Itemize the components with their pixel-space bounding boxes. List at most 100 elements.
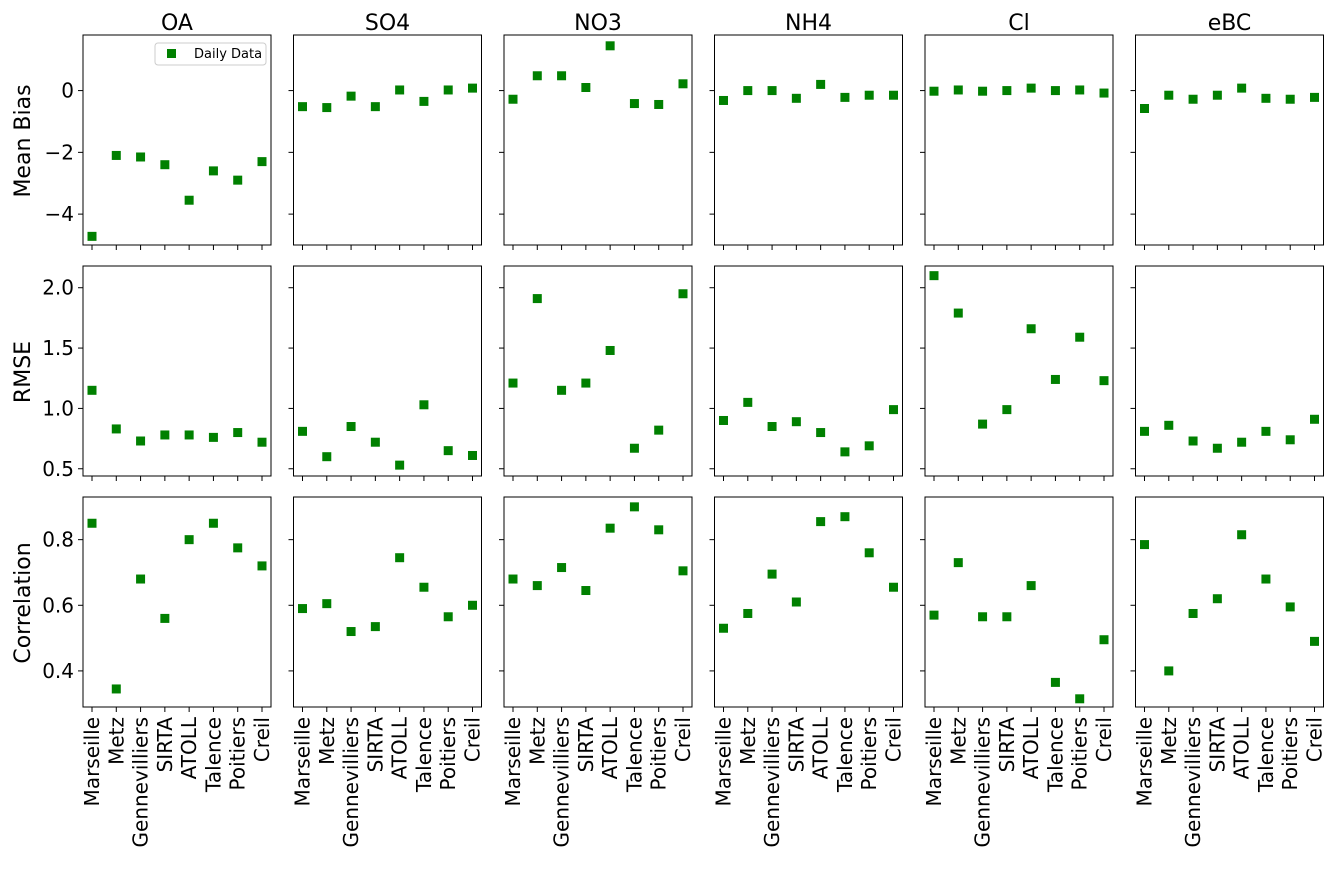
panel: −4 −2 0 bbox=[45, 34, 272, 250]
y-tick-label: 0.8 bbox=[42, 528, 74, 552]
data-point bbox=[719, 415, 728, 425]
x-tick-label: Gennevilliers bbox=[129, 717, 153, 847]
data-point bbox=[1002, 86, 1012, 96]
data-point bbox=[1164, 90, 1174, 100]
data-point bbox=[1075, 694, 1085, 704]
x-tick-label: Metz bbox=[315, 717, 339, 765]
panel: Marseille Metz Gennevilliers SIRTA ATOLL Tale… bbox=[1130, 496, 1327, 847]
x-tick-label: Marseille bbox=[501, 717, 525, 806]
x-tick-label: Talence bbox=[201, 717, 225, 793]
x-tick-label: Gennevilliers bbox=[1181, 717, 1205, 847]
data-point bbox=[605, 41, 615, 51]
x-tick-label: Poitiers bbox=[1068, 717, 1092, 791]
data-point bbox=[443, 612, 453, 622]
x-tick-label: Metz bbox=[104, 717, 128, 765]
panel-frame bbox=[714, 34, 903, 246]
data-point bbox=[136, 152, 146, 162]
data-point bbox=[419, 582, 429, 592]
data-point bbox=[322, 103, 332, 113]
data-point bbox=[468, 450, 477, 460]
data-point bbox=[443, 85, 453, 95]
data-point bbox=[370, 102, 380, 112]
data-point bbox=[864, 90, 874, 100]
data-point bbox=[816, 517, 826, 527]
row-label-correlation: Correlation bbox=[11, 542, 36, 663]
data-point bbox=[889, 582, 898, 592]
x-tick-label: Creil bbox=[882, 717, 906, 762]
data-point bbox=[557, 563, 567, 573]
x-tick-label: ATOLL bbox=[809, 716, 833, 779]
data-point bbox=[1099, 88, 1109, 98]
data-point bbox=[929, 86, 939, 96]
data-point bbox=[1285, 602, 1295, 612]
data-point bbox=[1237, 437, 1247, 447]
panel-frame bbox=[82, 496, 272, 708]
data-point bbox=[629, 99, 639, 109]
data-point bbox=[395, 460, 405, 470]
data-point bbox=[257, 561, 267, 571]
x-tick-label: Creil bbox=[671, 717, 695, 762]
data-point bbox=[1099, 376, 1109, 386]
data-point bbox=[111, 424, 121, 434]
x-tick-label: Gennevilliers bbox=[971, 717, 995, 847]
x-tick-label: SIRTA bbox=[363, 717, 387, 773]
data-point bbox=[395, 85, 405, 95]
column-title: eBC bbox=[1208, 11, 1252, 36]
data-point bbox=[160, 160, 170, 170]
x-tick-label: SIRTA bbox=[153, 717, 177, 773]
data-point bbox=[953, 308, 963, 318]
data-point bbox=[160, 430, 170, 440]
data-point bbox=[978, 612, 988, 622]
data-point bbox=[508, 94, 518, 104]
data-point bbox=[767, 569, 777, 579]
panel-frame bbox=[293, 496, 482, 708]
panel-frame bbox=[503, 496, 693, 708]
column-title: NO3 bbox=[574, 11, 622, 36]
data-point bbox=[791, 93, 801, 103]
data-point bbox=[1164, 420, 1174, 430]
data-point bbox=[978, 86, 988, 96]
data-point bbox=[508, 378, 518, 388]
x-tick-label: Poitiers bbox=[226, 717, 250, 791]
x-tick-label: Marseille bbox=[712, 717, 736, 806]
data-point bbox=[953, 558, 963, 568]
x-tick-label: SIRTA bbox=[995, 717, 1019, 773]
y-tick-label: 0 bbox=[61, 79, 74, 103]
panel-frame bbox=[503, 265, 693, 477]
data-point bbox=[1261, 93, 1271, 103]
x-tick-label: ATOLL bbox=[1019, 716, 1043, 779]
panel: 0.5 1.0 1.5 2.0 bbox=[42, 265, 272, 481]
data-point bbox=[929, 610, 939, 620]
data-point bbox=[468, 83, 477, 93]
data-point bbox=[419, 400, 429, 410]
column-title: NH4 bbox=[785, 11, 832, 36]
data-point bbox=[1261, 574, 1271, 584]
data-point bbox=[1075, 332, 1085, 342]
data-point bbox=[605, 345, 615, 355]
data-point bbox=[1026, 83, 1036, 93]
legend-label: Daily Data bbox=[194, 47, 262, 62]
data-point bbox=[233, 428, 243, 438]
column-title: Cl bbox=[1008, 11, 1029, 36]
x-tick-label: ATOLL bbox=[598, 716, 622, 779]
data-point bbox=[678, 289, 688, 299]
panel bbox=[920, 265, 1114, 481]
y-tick-label: 0.4 bbox=[42, 659, 74, 683]
data-point bbox=[419, 96, 429, 106]
x-tick-label: Gennevilliers bbox=[550, 717, 574, 847]
row-label-mean-bias: Mean Bias bbox=[11, 84, 36, 197]
y-tick-label: −4 bbox=[45, 202, 74, 226]
x-tick-label: Poitiers bbox=[857, 717, 881, 791]
data-point bbox=[1099, 635, 1109, 645]
data-point bbox=[532, 71, 542, 81]
data-point bbox=[184, 535, 194, 545]
legend-marker bbox=[167, 49, 176, 58]
data-point bbox=[322, 599, 332, 609]
panel: Marseille Metz Gennevilliers SIRTA ATOLL Tale… bbox=[288, 496, 485, 847]
x-tick-label: Marseille bbox=[291, 717, 315, 806]
x-tick-label: Metz bbox=[1157, 717, 1181, 765]
data-point bbox=[840, 512, 850, 522]
data-point bbox=[1140, 540, 1149, 550]
data-point bbox=[929, 271, 939, 281]
data-point bbox=[1075, 85, 1085, 95]
